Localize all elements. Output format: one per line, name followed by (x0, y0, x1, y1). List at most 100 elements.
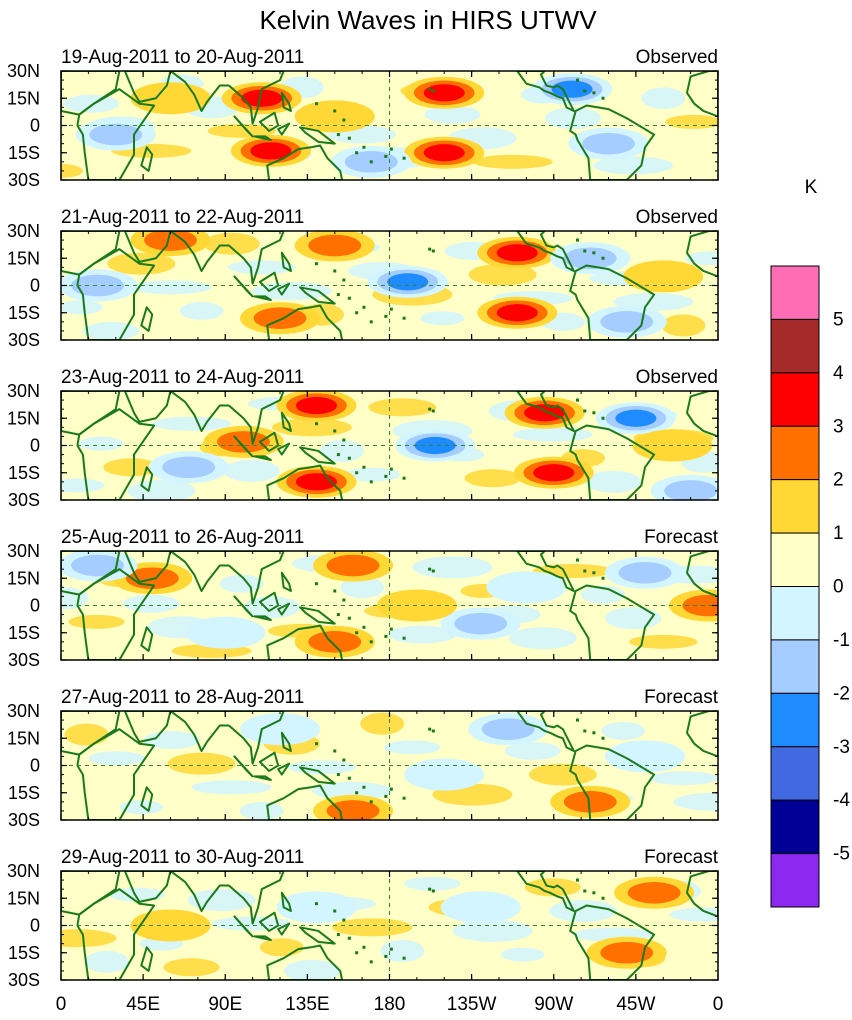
panel-date-range: 23-Aug-2011 to 24-Aug-2011 (61, 367, 304, 388)
anomaly-contour (144, 231, 197, 251)
island (315, 582, 318, 586)
island (592, 891, 596, 895)
island (592, 411, 596, 415)
coastline (516, 231, 575, 272)
contour-fill-region (320, 439, 365, 462)
coastline (266, 144, 344, 180)
x-tick-label: 90E (208, 994, 242, 1015)
y-tick-label: 30N (7, 861, 40, 881)
island (431, 89, 435, 93)
anomaly-contour (294, 100, 375, 133)
island (369, 640, 373, 644)
y-tick-label: 15N (7, 888, 40, 908)
y-tick-label: 30N (7, 381, 40, 401)
coastline (233, 435, 254, 458)
island (342, 598, 346, 602)
island (592, 251, 596, 255)
contour-fill-region (332, 918, 413, 937)
coastline (569, 904, 656, 980)
y-tick-label: 30S (8, 170, 40, 190)
anomaly-contour (276, 891, 357, 924)
panel-type-label: Forecast (644, 847, 719, 868)
coastline (76, 88, 156, 180)
coastline (140, 626, 154, 652)
contour-fill-region (508, 627, 577, 650)
contour-fill-region (404, 876, 461, 891)
contour-fill-region (203, 232, 260, 255)
island (384, 954, 388, 958)
island (592, 731, 596, 735)
panel-plot-area (61, 871, 718, 980)
coastline (169, 231, 285, 285)
anomaly-contour (326, 554, 380, 577)
coastline (516, 71, 575, 112)
coastline (140, 466, 154, 492)
colorbar-bin (770, 799, 820, 855)
coastline (266, 784, 344, 820)
contour-fill-region (512, 427, 593, 442)
coastline (569, 104, 656, 180)
island (583, 89, 587, 93)
island (333, 429, 337, 433)
island (315, 742, 318, 746)
island (431, 409, 435, 413)
anomaly-contour (217, 431, 270, 453)
coastline (253, 935, 272, 942)
y-tick-label: 0 (30, 116, 40, 136)
y-tick-label: 0 (30, 436, 40, 456)
contour-fill-region (259, 938, 304, 957)
colorbar-bin (770, 532, 820, 587)
coastline (123, 871, 172, 903)
coastline (76, 248, 156, 340)
anomaly-contour (605, 740, 685, 773)
contour-fill-region (593, 156, 674, 175)
coastline (123, 391, 172, 423)
x-tick-label: 135E (285, 994, 329, 1015)
panel-type-label: Forecast (644, 687, 719, 708)
contour-fill-region (239, 801, 284, 820)
colorbar-unit-label: K (805, 177, 818, 198)
panel-plot-area (61, 551, 718, 660)
anomaly-contour (496, 244, 538, 262)
coastline (569, 584, 656, 660)
contour-fill-region (344, 467, 401, 482)
colorbar-bin (770, 425, 820, 481)
coastline (299, 126, 336, 145)
coastline (280, 891, 292, 912)
coastline (280, 91, 292, 112)
y-tick-label: 30N (7, 221, 40, 241)
y-tick-label: 15N (7, 88, 40, 108)
island (336, 453, 340, 457)
y-tick-label: 0 (30, 596, 40, 616)
panel-date-range: 21-Aug-2011 to 22-Aug-2011 (61, 207, 304, 228)
island (362, 785, 366, 789)
island (362, 305, 366, 309)
contour-fill-region (548, 899, 617, 922)
island (601, 96, 605, 100)
anomaly-contour (326, 800, 380, 820)
anomaly-contour (250, 142, 292, 160)
coastline (169, 551, 285, 605)
coastline (253, 615, 272, 622)
contour-fill-region (629, 634, 698, 649)
island (583, 409, 587, 413)
anomaly-contour (130, 909, 211, 942)
coastline (299, 446, 336, 465)
coastline (277, 122, 291, 136)
y-tick-label: 15N (7, 568, 40, 588)
colorbar-bin (770, 479, 820, 534)
colorbar: 5 4 3 2 1 0 -1 -2 -3 -4 -5 K (770, 177, 850, 908)
island (333, 589, 337, 593)
island (369, 960, 373, 964)
panels: 19-Aug-2011 to 20-Aug-2011 Observed 30N 15N… (7, 47, 719, 990)
anomaly-contour (404, 758, 485, 791)
coastline (233, 115, 254, 138)
coastline (266, 624, 344, 660)
x-tick-label: 45W (616, 994, 655, 1015)
panel-type-label: Observed (636, 367, 718, 388)
chart-title: Kelvin Waves in HIRS UTWV (259, 5, 597, 35)
island (389, 147, 393, 151)
coastline (280, 571, 292, 592)
anomaly-contour (130, 82, 211, 115)
